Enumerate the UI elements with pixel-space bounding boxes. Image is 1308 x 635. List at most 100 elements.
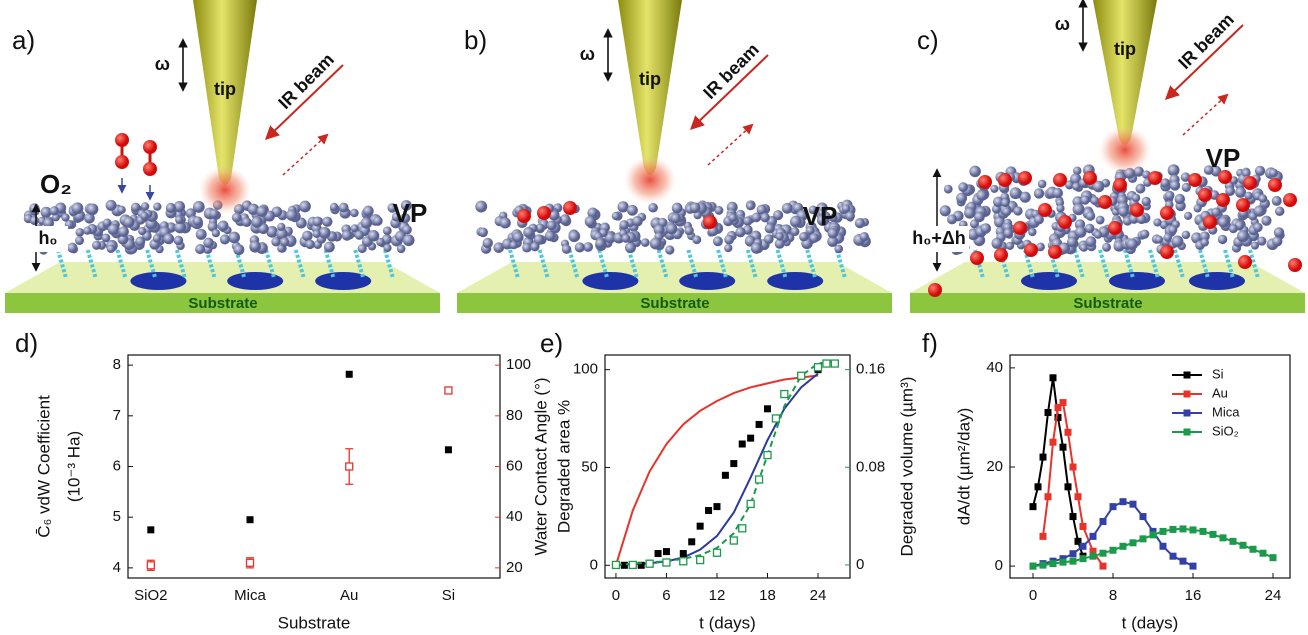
data-point (1170, 526, 1177, 533)
molecule-atom (1132, 194, 1140, 202)
data-point (1230, 538, 1237, 545)
molecule-atom (650, 238, 662, 250)
data-point (730, 460, 737, 467)
molecule-atom (672, 203, 683, 214)
molecule-atom (1165, 191, 1175, 201)
molecule-atom (368, 230, 380, 242)
data-point (747, 500, 754, 507)
data-point (1100, 563, 1107, 570)
data-point (739, 525, 746, 532)
molecule-atom (1255, 166, 1265, 176)
data-point (831, 360, 838, 367)
molecule-atom (228, 232, 240, 244)
data-point (713, 503, 720, 510)
data-point (1045, 493, 1052, 500)
molecule-atom (29, 203, 39, 213)
molecule-atom (1275, 207, 1285, 217)
molecule-atom (1075, 226, 1087, 238)
y2-axis-label: Water Contact Angle (°) (531, 377, 550, 555)
y2-tick-label: 0 (856, 556, 864, 573)
data-point (655, 550, 662, 557)
molecule-atom (684, 226, 693, 235)
molecule-atom (220, 234, 230, 244)
molecule-atom (964, 207, 975, 218)
y2-tick-label: 100 (506, 356, 531, 373)
molecule-atom (1211, 208, 1220, 217)
molecule-atom (138, 227, 146, 235)
molecule-atom (743, 216, 752, 225)
legend-marker (1184, 372, 1191, 379)
data-point (247, 516, 254, 523)
y-tick-label: 5 (113, 508, 121, 525)
molecule-atom (510, 241, 518, 249)
molecule-atom (547, 220, 557, 230)
electrode (1021, 272, 1077, 290)
data-point (1065, 483, 1072, 490)
molecule-atom (302, 231, 313, 242)
data-point (764, 452, 771, 459)
molecule-atom (1034, 188, 1044, 198)
molecule-atom (1010, 187, 1022, 199)
data-point (1240, 542, 1247, 549)
legend-marker (1184, 410, 1191, 417)
x-tick-label: 12 (709, 587, 726, 604)
oxygen-atom (1148, 171, 1162, 185)
x-tick-label: 16 (1185, 587, 1202, 604)
x-tick-label: 18 (759, 587, 776, 604)
data-point (1180, 525, 1187, 532)
vp-label: VP (393, 198, 428, 228)
molecule-atom (746, 202, 754, 210)
oxygen-atom (1108, 221, 1122, 235)
data-point (1040, 562, 1047, 569)
data-point (781, 391, 788, 398)
data-point (1100, 518, 1107, 525)
molecule-atom (1253, 223, 1262, 232)
molecule-atom (1118, 206, 1129, 217)
data-point (1140, 513, 1147, 520)
molecule-atom (1090, 196, 1099, 205)
molecule-atom (103, 219, 111, 227)
molecule-atom (195, 244, 205, 254)
data-point (663, 559, 670, 566)
legend-label: Au (1212, 385, 1228, 400)
omega-label: ω (155, 54, 170, 74)
data-point (1120, 543, 1127, 550)
data-point (772, 415, 779, 422)
molecule-atom (383, 226, 392, 235)
legend-label: Mica (1212, 404, 1240, 419)
vp-label: VP (803, 201, 838, 231)
oxygen-atom (1083, 171, 1097, 185)
y-tick-label: 6 (113, 457, 121, 474)
molecule-atom (735, 227, 745, 237)
substrate-label: Substrate (640, 295, 709, 312)
data-point (1040, 533, 1047, 540)
molecule-atom (947, 214, 957, 224)
molecule-atom (1194, 204, 1202, 212)
molecule-atom (1013, 206, 1022, 215)
molecule-atom (61, 213, 69, 221)
data-point (1100, 550, 1107, 557)
molecule-atom (163, 233, 174, 244)
oxygen-atom (537, 206, 551, 220)
oxygen-atom (1268, 178, 1282, 192)
molecule-atom (568, 230, 580, 242)
molecule-atom (522, 243, 532, 253)
molecule-atom (193, 216, 203, 226)
oxygen-atom (1160, 245, 1174, 259)
molecule-atom (75, 228, 84, 237)
data-point (1180, 558, 1187, 565)
oxygen-atom (1048, 245, 1062, 259)
ir-reflect-arrow (283, 135, 327, 175)
oxygen-atom (1038, 203, 1052, 217)
data-point (1035, 483, 1042, 490)
molecule-atom (1272, 236, 1282, 246)
oxygen-atom (563, 201, 577, 215)
oxygen-atom (1216, 193, 1230, 207)
data-point (1030, 503, 1037, 510)
molecule-atom (363, 206, 374, 217)
molecule-atom (1257, 237, 1266, 246)
molecule-atom (313, 230, 321, 238)
oxygen-atom (1024, 243, 1038, 257)
y-tick-label: 50 (581, 458, 598, 475)
data-point (1050, 560, 1057, 567)
